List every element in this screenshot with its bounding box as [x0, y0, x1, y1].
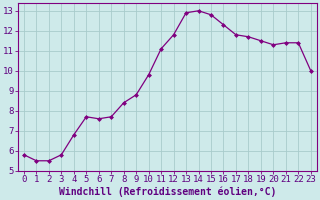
X-axis label: Windchill (Refroidissement éolien,°C): Windchill (Refroidissement éolien,°C) [59, 187, 276, 197]
